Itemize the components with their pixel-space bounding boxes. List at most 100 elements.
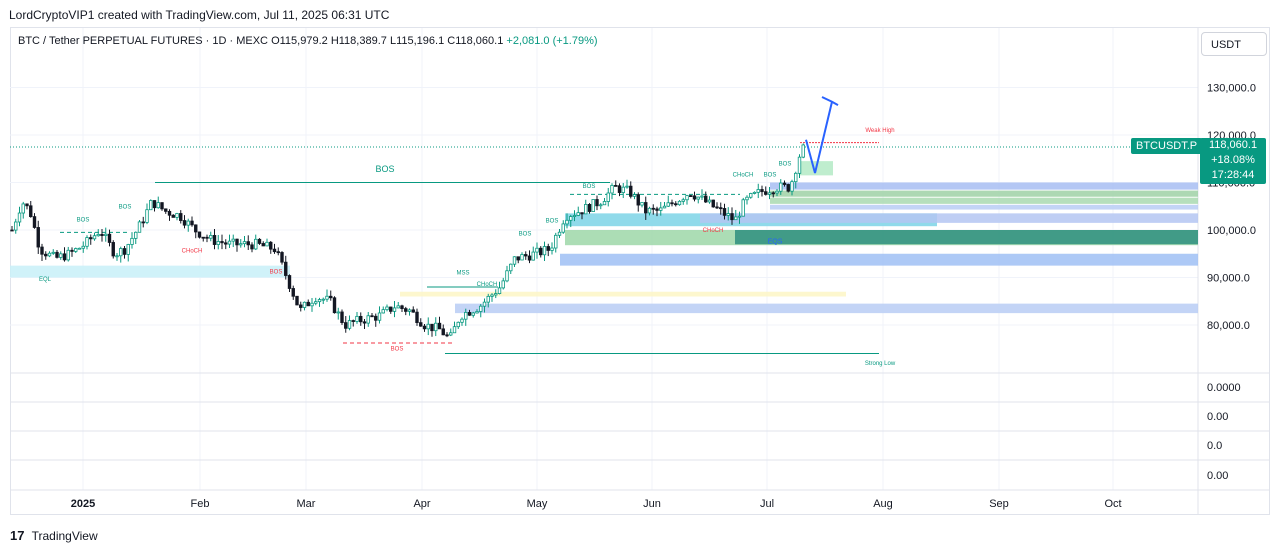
candle-body xyxy=(771,192,775,195)
candle-body xyxy=(21,203,25,214)
credit-text: LordCryptoVIP1 created with TradingView.… xyxy=(9,8,390,22)
candle-body xyxy=(377,312,382,321)
candle-body xyxy=(452,326,457,334)
candle-body xyxy=(306,301,310,307)
candle-body xyxy=(509,263,513,272)
candle-body xyxy=(636,194,640,206)
candle-body xyxy=(644,202,648,214)
candle-body xyxy=(490,294,494,297)
candle-body xyxy=(734,216,738,221)
candle-body xyxy=(392,307,397,312)
order-block-zone xyxy=(770,197,1198,204)
last-price-value: 118,060.1 xyxy=(1208,139,1258,151)
candle-body xyxy=(602,201,607,206)
symbol-legend: BTC / Tether PERPETUAL FUTURES · 1D · ME… xyxy=(18,35,598,47)
candle-body xyxy=(362,321,367,324)
candle-body xyxy=(689,195,693,197)
candle-body xyxy=(332,297,337,314)
candle-body xyxy=(565,219,569,225)
candle-body xyxy=(92,235,97,240)
candle-body xyxy=(14,221,18,231)
candle-body xyxy=(775,190,779,194)
candle-body xyxy=(407,309,412,312)
candle-body xyxy=(385,306,389,311)
candle-body xyxy=(629,185,633,197)
symbol-price-tag: BTCUSDT.P xyxy=(1131,138,1203,154)
time-axis-label: Sep xyxy=(989,498,1009,510)
candle-body xyxy=(696,196,700,200)
candle-body xyxy=(32,216,37,228)
candle-body xyxy=(561,223,565,233)
brand-name: TradingView xyxy=(31,529,98,543)
candle-body xyxy=(707,199,712,203)
candle-body xyxy=(265,241,269,247)
candle-body xyxy=(535,247,539,253)
price-axis-label: 80,000.0 xyxy=(1207,320,1250,332)
candle-body xyxy=(580,212,584,215)
candle-body xyxy=(36,227,40,248)
candle-body xyxy=(760,189,764,193)
candle-body xyxy=(794,172,798,183)
candle-body xyxy=(130,237,134,245)
candle-body xyxy=(359,315,363,323)
candle-body xyxy=(449,332,453,336)
candle-body xyxy=(164,208,168,212)
candle-body xyxy=(145,209,149,223)
candle-body xyxy=(722,208,727,216)
bos-label: BOS xyxy=(270,270,283,276)
candle-body xyxy=(351,320,355,322)
time-axis-label: Mar xyxy=(297,498,316,510)
candle-body xyxy=(25,203,29,207)
candle-body xyxy=(550,247,554,251)
currency-button[interactable]: USDT xyxy=(1201,32,1267,56)
candle-body xyxy=(205,236,209,239)
candle-body xyxy=(569,216,573,221)
candle-body xyxy=(767,192,772,195)
choch-label: CHoCH xyxy=(182,248,203,254)
legend-high: H118,389.7 xyxy=(330,35,387,47)
candle-body xyxy=(96,234,100,237)
candle-body xyxy=(381,309,385,314)
candle-body xyxy=(764,191,768,195)
candle-body xyxy=(220,241,224,244)
candle-body xyxy=(599,204,603,207)
candle-body xyxy=(752,191,757,194)
candle-body xyxy=(430,323,434,332)
candle-body xyxy=(520,254,524,261)
candle-body xyxy=(790,181,794,192)
candle-body xyxy=(246,241,250,246)
candle-body xyxy=(756,189,760,193)
candle-body xyxy=(531,251,535,261)
candle-body xyxy=(539,247,543,256)
candle-body xyxy=(730,213,734,221)
candle-body xyxy=(396,305,400,309)
candle-body xyxy=(726,213,730,216)
candle-body xyxy=(389,306,393,312)
order-block-zone xyxy=(770,204,1198,210)
bos-bear-label: BOS xyxy=(391,347,404,353)
order-block-zone xyxy=(455,303,1198,314)
candle-body xyxy=(366,315,370,324)
order-block-zone xyxy=(700,213,1198,223)
candle-body xyxy=(51,251,55,254)
last-price-change: +18.08% xyxy=(1211,154,1255,166)
time-axis-label: Apr xyxy=(413,498,430,510)
candle-body xyxy=(779,182,783,192)
candle-body xyxy=(89,237,93,240)
order-block-zone xyxy=(770,182,1198,190)
candle-body xyxy=(340,311,344,323)
price-axis-label: 100,000.0 xyxy=(1207,225,1256,237)
candle-body xyxy=(400,305,404,310)
candle-body xyxy=(655,208,659,211)
bos-label: BOS xyxy=(779,161,792,167)
candle-body xyxy=(475,311,479,314)
candle-body xyxy=(546,246,550,251)
choch-label: CHoCH xyxy=(733,172,754,178)
candle-body xyxy=(704,195,708,203)
candle-body xyxy=(801,144,805,158)
tradingview-brand[interactable]: 17 TradingView xyxy=(10,528,98,543)
candle-body xyxy=(445,334,449,337)
indicator-axis-label: 0.0 xyxy=(1207,440,1222,452)
candle-body xyxy=(587,204,592,212)
